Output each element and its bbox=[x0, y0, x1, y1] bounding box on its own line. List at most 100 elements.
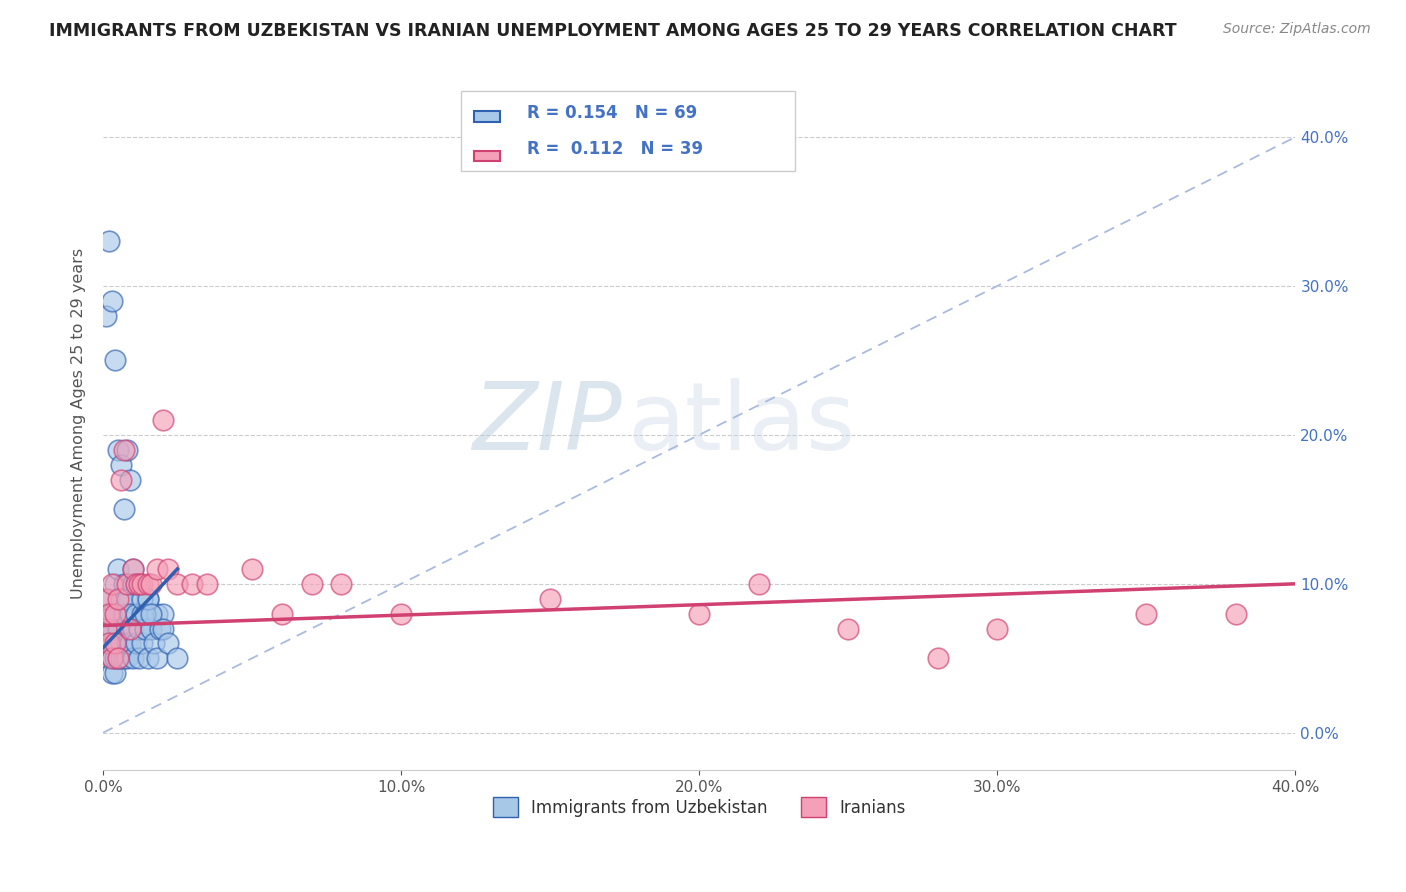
Point bbox=[107, 651, 129, 665]
Text: ZIP: ZIP bbox=[472, 378, 621, 469]
Point bbox=[145, 562, 167, 576]
Point bbox=[688, 607, 710, 621]
Point bbox=[145, 607, 167, 621]
Point bbox=[152, 413, 174, 427]
Point bbox=[97, 607, 120, 621]
Point bbox=[94, 622, 117, 636]
Point bbox=[1135, 607, 1157, 621]
Point bbox=[104, 577, 127, 591]
Point bbox=[136, 651, 159, 665]
Point bbox=[104, 353, 127, 368]
Point bbox=[181, 577, 204, 591]
Point bbox=[125, 636, 148, 650]
Point bbox=[101, 577, 124, 591]
Point bbox=[166, 651, 188, 665]
Text: IMMIGRANTS FROM UZBEKISTAN VS IRANIAN UNEMPLOYMENT AMONG AGES 25 TO 29 YEARS COR: IMMIGRANTS FROM UZBEKISTAN VS IRANIAN UN… bbox=[49, 22, 1177, 40]
Point bbox=[101, 666, 124, 681]
Point bbox=[136, 591, 159, 606]
Point bbox=[97, 591, 120, 606]
Point bbox=[115, 591, 138, 606]
Point bbox=[107, 442, 129, 457]
Point bbox=[131, 636, 153, 650]
Y-axis label: Unemployment Among Ages 25 to 29 years: Unemployment Among Ages 25 to 29 years bbox=[72, 248, 86, 599]
Point bbox=[128, 577, 150, 591]
Point bbox=[110, 591, 132, 606]
Point bbox=[195, 577, 218, 591]
Text: Source: ZipAtlas.com: Source: ZipAtlas.com bbox=[1223, 22, 1371, 37]
Point bbox=[112, 607, 135, 621]
Point bbox=[389, 607, 412, 621]
Point bbox=[112, 442, 135, 457]
Point bbox=[94, 309, 117, 323]
Point bbox=[115, 577, 138, 591]
Point bbox=[131, 577, 153, 591]
Point bbox=[115, 651, 138, 665]
Point bbox=[104, 607, 127, 621]
Point bbox=[118, 636, 141, 650]
Point bbox=[1225, 607, 1247, 621]
Point bbox=[110, 473, 132, 487]
Point bbox=[157, 562, 180, 576]
Point bbox=[136, 591, 159, 606]
Point bbox=[330, 577, 353, 591]
Point bbox=[152, 622, 174, 636]
Point bbox=[157, 636, 180, 650]
Point bbox=[110, 651, 132, 665]
Point bbox=[139, 622, 162, 636]
Point bbox=[94, 622, 117, 636]
Point bbox=[145, 651, 167, 665]
Point bbox=[121, 651, 143, 665]
Point bbox=[97, 651, 120, 665]
Point bbox=[166, 577, 188, 591]
Point bbox=[97, 622, 120, 636]
Point bbox=[112, 651, 135, 665]
Point bbox=[94, 591, 117, 606]
Point bbox=[107, 622, 129, 636]
Point bbox=[125, 607, 148, 621]
Point bbox=[97, 636, 120, 650]
Point bbox=[121, 562, 143, 576]
Point bbox=[134, 622, 156, 636]
Point bbox=[125, 577, 148, 591]
Point bbox=[104, 636, 127, 650]
Point bbox=[131, 591, 153, 606]
Point bbox=[101, 651, 124, 665]
Point bbox=[134, 607, 156, 621]
Point bbox=[112, 577, 135, 591]
Point bbox=[152, 607, 174, 621]
Point bbox=[94, 636, 117, 650]
Point bbox=[101, 293, 124, 308]
Point bbox=[128, 651, 150, 665]
Point bbox=[101, 607, 124, 621]
Point bbox=[94, 607, 117, 621]
Point bbox=[538, 591, 561, 606]
Point bbox=[125, 577, 148, 591]
Point bbox=[101, 622, 124, 636]
Point bbox=[110, 458, 132, 472]
Point bbox=[128, 622, 150, 636]
Point bbox=[104, 651, 127, 665]
Point bbox=[115, 636, 138, 650]
Point bbox=[118, 622, 141, 636]
Point bbox=[97, 636, 120, 650]
Point bbox=[107, 651, 129, 665]
Point bbox=[148, 622, 170, 636]
Point bbox=[118, 473, 141, 487]
Point bbox=[142, 636, 165, 650]
Point bbox=[104, 636, 127, 650]
Point bbox=[748, 577, 770, 591]
Point bbox=[121, 622, 143, 636]
Point bbox=[139, 577, 162, 591]
Point bbox=[97, 607, 120, 621]
Point bbox=[112, 502, 135, 516]
Point bbox=[136, 577, 159, 591]
Point bbox=[110, 636, 132, 650]
Point bbox=[107, 562, 129, 576]
Text: atlas: atlas bbox=[627, 377, 856, 470]
Point bbox=[115, 442, 138, 457]
Point bbox=[118, 607, 141, 621]
Point bbox=[107, 636, 129, 650]
Point bbox=[97, 234, 120, 248]
Point bbox=[101, 636, 124, 650]
Point bbox=[270, 607, 292, 621]
